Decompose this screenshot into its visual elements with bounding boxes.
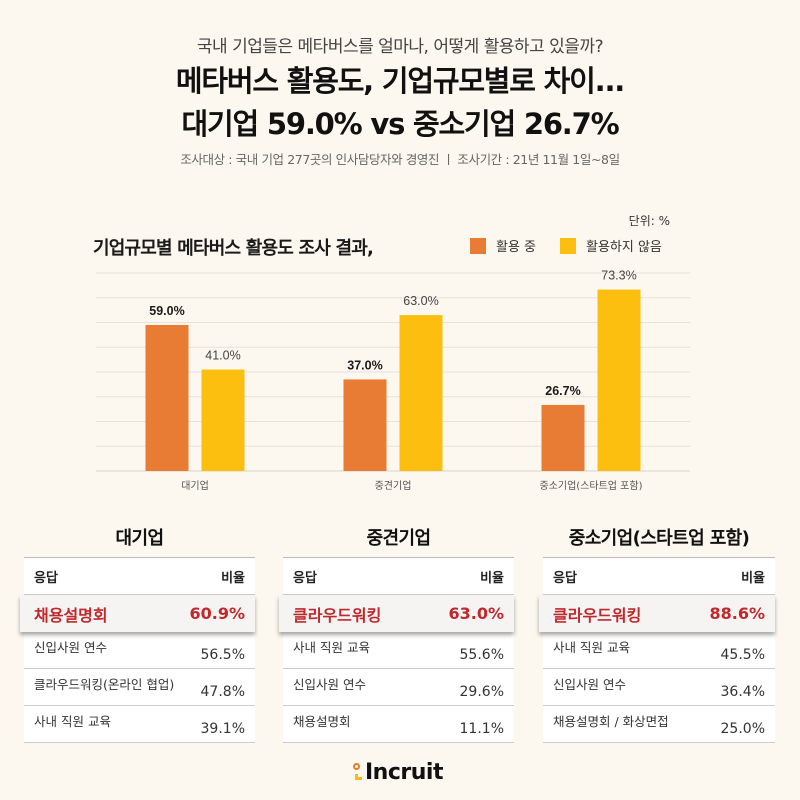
headline-line1: 메타버스 활용도, 기업규모별로 차이... [175, 64, 625, 98]
header-response: 응답 [553, 570, 577, 586]
bar-not-using [201, 369, 245, 471]
table-row: 신입사원 연수 56.5% [24, 632, 255, 669]
x-tick-label: 대기업 [181, 479, 209, 492]
data-label: 41.0% [205, 349, 240, 363]
table-header-row: 응답 비율 [283, 558, 514, 595]
row-value: 36.4% [720, 684, 765, 700]
legend-item-not-using: 활용하지 않음 [560, 236, 662, 255]
table-title-small: 중소기업(스타트업 포함) [568, 528, 750, 549]
header-ratio: 비율 [480, 570, 504, 586]
legend-swatch-using [470, 237, 486, 254]
headline-line2: 대기업 59.0% vs 중소기업 26.7% [181, 107, 620, 141]
table-row-top: 클라우드워킹 63.0% [279, 595, 514, 632]
bar-not-using [399, 315, 443, 471]
row-value: 60.9% [189, 604, 245, 623]
unit-label: 단위: % [628, 214, 670, 228]
data-label: 37.0% [347, 358, 382, 372]
data-label: 59.0% [149, 304, 184, 318]
table-row-top: 채용설명회 60.9% [20, 595, 255, 632]
row-label: 채용설명회 / 화상면접 [553, 713, 669, 729]
logo-dot-icon [353, 763, 360, 770]
bar-using [541, 404, 585, 471]
subtitle: 국내 기업들은 메타버스를 얼마나, 어떻게 활용하고 있을까? [196, 37, 604, 57]
legend-label-using: 활용 중 [496, 240, 537, 255]
table-row: 클라우드워킹(온라인 협업) 47.8% [24, 669, 255, 706]
table-mid-enterprise: 응답 비율 클라우드워킹 63.0% 사내 직원 교육 55.6% 신입사원 연… [279, 557, 514, 743]
row-value: 29.6% [459, 684, 504, 700]
row-value: 25.0% [720, 721, 765, 737]
header-response: 응답 [34, 570, 58, 586]
header-ratio: 비율 [741, 570, 765, 586]
row-label: 사내 직원 교육 [553, 639, 630, 655]
data-label: 73.3% [601, 269, 636, 283]
table-row: 채용설명회 11.1% [283, 706, 514, 743]
data-label: 26.7% [545, 384, 580, 398]
table-row-top: 클라우드워킹 88.6% [539, 595, 775, 632]
x-tick-label: 중견기업 [375, 479, 412, 492]
row-value: 63.0% [448, 604, 504, 623]
table-header-row: 응답 비율 [24, 558, 255, 595]
x-tick-label: 중소기업(스타트업 포함) [540, 479, 643, 492]
row-label: 사내 직원 교육 [293, 639, 370, 655]
bar-using [343, 379, 387, 471]
table-large-enterprise: 응답 비율 채용설명회 60.9% 신입사원 연수 56.5% 클라우드워킹(온… [20, 557, 255, 743]
row-value: 39.1% [200, 721, 245, 737]
legend-label-not-using: 활용하지 않음 [586, 240, 662, 255]
header-ratio: 비율 [221, 570, 245, 586]
table-row: 사내 직원 교육 39.1% [24, 706, 255, 743]
table-title-large: 대기업 [115, 528, 164, 549]
survey-info: 조사대상 : 국내 기업 277곳의 인사담당자와 경영진 ㅣ 조사기간 : 2… [180, 152, 620, 167]
row-label: 클라우드워킹 [553, 605, 642, 625]
table-small-enterprise: 응답 비율 클라우드워킹 88.6% 사내 직원 교육 45.5% 신입사원 연… [539, 557, 775, 743]
row-label: 사내 직원 교육 [34, 713, 111, 729]
row-value: 47.8% [200, 684, 245, 700]
table-title-mid: 중견기업 [366, 528, 431, 549]
data-label: 63.0% [403, 294, 438, 308]
header-response: 응답 [293, 570, 317, 586]
bar-not-using [597, 289, 641, 471]
logo-corner-icon [355, 774, 362, 780]
legend-swatch-not-using [560, 237, 576, 254]
row-value: 11.1% [459, 721, 504, 737]
bar-using [145, 324, 189, 471]
row-value: 88.6% [709, 604, 765, 623]
logo-text: Incruit [365, 760, 443, 785]
incruit-logo: Incruit [353, 760, 443, 785]
row-label: 신입사원 연수 [553, 676, 626, 692]
table-row: 신입사원 연수 36.4% [543, 669, 775, 706]
row-label: 채용설명회 [293, 713, 351, 729]
legend-item-using: 활용 중 [470, 236, 536, 255]
bar-chart: 59.0% 41.0% 대기업 37.0% 63.0% 중견기업 26.7% 73.3% 중소기… [96, 269, 690, 492]
table-row: 사내 직원 교육 55.6% [283, 632, 514, 669]
row-value: 55.6% [459, 647, 504, 663]
row-label: 클라우드워킹 [293, 605, 382, 625]
row-value: 56.5% [200, 647, 245, 663]
table-header-row: 응답 비율 [543, 558, 775, 595]
table-row: 사내 직원 교육 45.5% [543, 632, 775, 669]
table-row: 채용설명회 / 화상면접 25.0% [543, 706, 775, 743]
row-label: 클라우드워킹(온라인 협업) [34, 676, 175, 692]
row-label: 신입사원 연수 [34, 639, 107, 655]
row-value: 45.5% [720, 647, 765, 663]
table-row: 신입사원 연수 29.6% [283, 669, 514, 706]
chart-title: 기업규모별 메타버스 활용도 조사 결과, [93, 238, 374, 259]
row-label: 신입사원 연수 [293, 676, 366, 692]
row-label: 채용설명회 [34, 605, 108, 625]
